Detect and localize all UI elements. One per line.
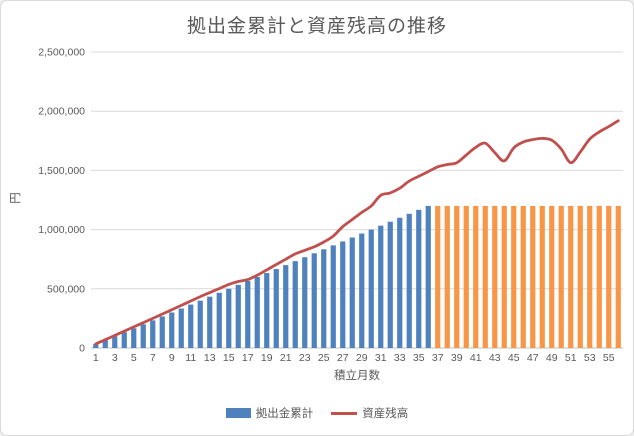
- svg-text:43: 43: [489, 352, 501, 364]
- svg-text:27: 27: [337, 352, 349, 364]
- svg-text:19: 19: [261, 352, 273, 364]
- svg-text:51: 51: [565, 352, 577, 364]
- legend-item-balance: 資産残高: [331, 405, 408, 421]
- svg-text:1,000,000: 1,000,000: [38, 224, 85, 236]
- bars: [93, 205, 621, 348]
- x-tick-labels: 1 3 5 7 9 11 13 15 17 19 21 23 25 27 29 31 33 35 37 39 41 43 4…: [93, 352, 615, 364]
- legend-bar-label: 拠出金累計: [255, 408, 314, 420]
- y-tick-labels: 0 500,000 1,000,000 1,500,000 2,000,000 2,500…: [38, 47, 85, 355]
- svg-text:1,500,000: 1,500,000: [38, 165, 85, 177]
- legend-line-swatch: [331, 411, 358, 415]
- svg-text:25: 25: [318, 352, 330, 364]
- svg-text:0: 0: [79, 343, 85, 355]
- chart-title: 拠出金累計と資産残高の推移: [186, 16, 447, 37]
- svg-text:49: 49: [546, 352, 558, 364]
- svg-text:33: 33: [394, 352, 406, 364]
- svg-text:41: 41: [470, 352, 482, 364]
- svg-text:13: 13: [204, 352, 216, 364]
- x-axis-title: 積立月数: [334, 370, 380, 382]
- svg-text:5: 5: [131, 352, 137, 364]
- svg-text:55: 55: [603, 352, 615, 364]
- svg-text:17: 17: [242, 352, 254, 364]
- svg-text:11: 11: [185, 352, 196, 364]
- svg-text:31: 31: [375, 352, 387, 364]
- svg-text:2,000,000: 2,000,000: [38, 106, 85, 118]
- svg-text:23: 23: [299, 352, 311, 364]
- svg-text:45: 45: [508, 352, 520, 364]
- legend-item-contributions: 拠出金累計: [225, 405, 314, 421]
- balance-line: [94, 119, 620, 346]
- svg-text:53: 53: [584, 352, 596, 364]
- svg-text:3: 3: [112, 352, 118, 364]
- svg-text:500,000: 500,000: [47, 283, 85, 295]
- svg-text:47: 47: [527, 352, 539, 364]
- svg-text:15: 15: [223, 352, 235, 364]
- svg-text:9: 9: [169, 352, 175, 364]
- legend: 拠出金累計 資産残高: [1, 405, 633, 421]
- svg-text:2,500,000: 2,500,000: [38, 47, 85, 59]
- svg-text:1: 1: [93, 352, 99, 364]
- svg-text:7: 7: [150, 352, 156, 364]
- svg-text:21: 21: [280, 352, 292, 364]
- legend-bar-swatch: [225, 408, 251, 418]
- svg-text:35: 35: [413, 352, 425, 364]
- svg-text:29: 29: [356, 352, 368, 364]
- svg-text:37: 37: [432, 352, 444, 364]
- svg-text:39: 39: [451, 352, 463, 364]
- legend-line-label: 資産残高: [362, 408, 409, 420]
